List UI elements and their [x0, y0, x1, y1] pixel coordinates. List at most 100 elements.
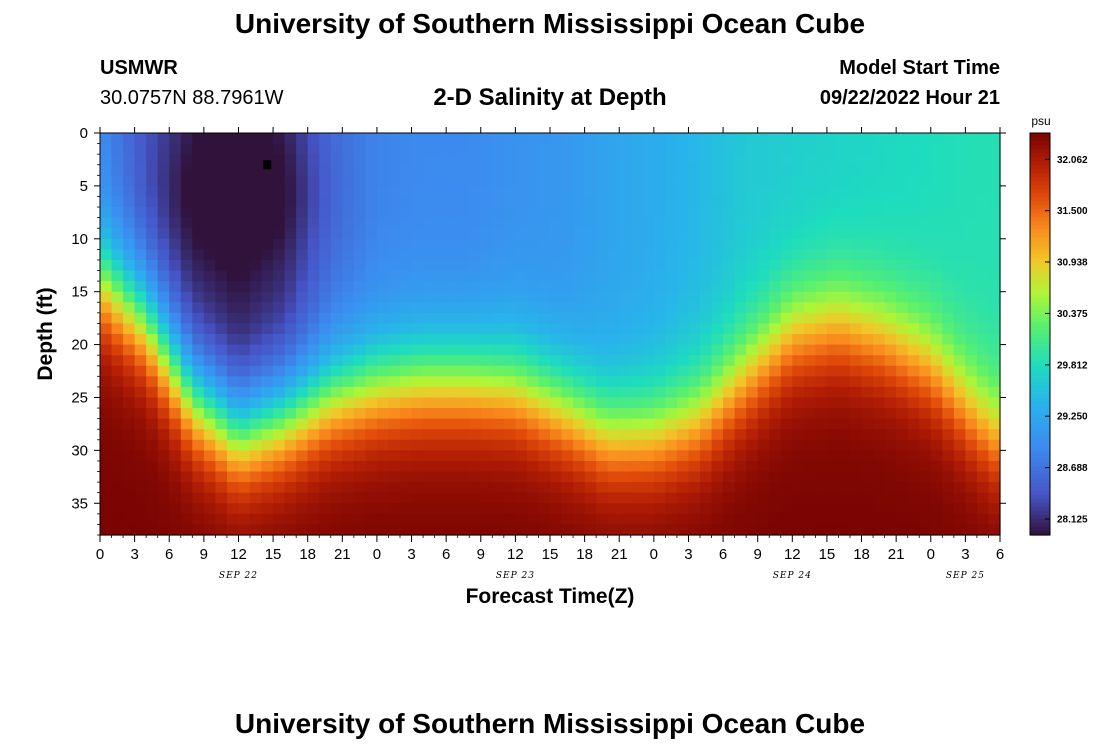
heatmap-cell [423, 154, 436, 166]
heatmap-cell [226, 281, 240, 293]
heatmap-cell [169, 281, 182, 293]
heatmap-cell [907, 503, 920, 515]
heatmap-cell [515, 471, 528, 483]
heatmap-cell [434, 259, 447, 272]
heatmap-cell [976, 524, 990, 536]
heatmap-cell [976, 429, 990, 441]
x-tick-label: 12 [507, 546, 524, 563]
heatmap-cell [619, 524, 632, 536]
heatmap-cell [330, 460, 343, 473]
heatmap-cell [296, 228, 309, 240]
heatmap-cell [365, 439, 378, 451]
heatmap-cell [480, 450, 493, 462]
heatmap-cell [330, 133, 343, 145]
heatmap-cell [376, 238, 390, 250]
heatmap-cell [596, 376, 609, 388]
heatmap-cell [734, 323, 747, 335]
heatmap-cell [284, 164, 297, 176]
heatmap-cell [815, 376, 828, 388]
heatmap-cell [434, 471, 447, 483]
heatmap-cell [884, 386, 897, 399]
heatmap-cell [457, 270, 470, 282]
heatmap-cell [815, 524, 828, 536]
heatmap-cell [342, 418, 355, 430]
heatmap-cell [561, 355, 574, 367]
colorbar-segment [1030, 245, 1050, 251]
heatmap-cell [538, 471, 551, 483]
heatmap-cell [261, 281, 274, 293]
heatmap-cell [111, 143, 124, 155]
heatmap-cell [215, 312, 228, 325]
heatmap-cell [619, 281, 632, 293]
heatmap-cell [180, 323, 193, 335]
heatmap-cell [434, 492, 447, 504]
heatmap-cell [757, 259, 770, 272]
colorbar-segment [1030, 253, 1050, 259]
heatmap-cell [342, 482, 355, 494]
heatmap-cell [203, 196, 216, 208]
heatmap-cell [434, 344, 447, 356]
heatmap-cell [376, 386, 390, 399]
x-axis-title: Forecast Time(Z) [465, 585, 635, 608]
heatmap-cell [873, 524, 886, 536]
colorbar-segment [1030, 189, 1050, 194]
heatmap-cell [261, 154, 274, 166]
colorbar-segment [1030, 197, 1050, 202]
heatmap-cell [515, 460, 528, 473]
heatmap-cell [861, 185, 874, 198]
heatmap-cell [330, 249, 343, 261]
heatmap-cell [250, 524, 263, 536]
heatmap-cell [780, 302, 793, 314]
heatmap-cell [919, 482, 932, 494]
heatmap-cell [330, 418, 343, 430]
heatmap-cell [838, 429, 851, 441]
colorbar-segment [1030, 450, 1050, 456]
heatmap-cell [676, 196, 690, 208]
heatmap-cell [896, 312, 909, 325]
heatmap-cell [619, 471, 632, 483]
heatmap-cell [942, 281, 955, 293]
heatmap-cell [619, 164, 632, 176]
heatmap-cell [503, 408, 516, 420]
heatmap-cell [803, 397, 816, 409]
heatmap-cell [457, 429, 470, 441]
heatmap-cell [803, 503, 816, 515]
heatmap-cell [100, 143, 113, 155]
heatmap-cell [261, 185, 274, 198]
heatmap-cell [942, 344, 955, 356]
heatmap-cell [226, 439, 240, 451]
heatmap-cell [423, 207, 436, 219]
heatmap-cell [907, 334, 920, 346]
heatmap-cell [423, 302, 436, 314]
day-labels: SEP 22 SEP 23 SEP 24 SEP 25 [219, 571, 984, 581]
heatmap-cell [250, 143, 263, 155]
heatmap-cell [284, 450, 297, 462]
heatmap-cell [734, 281, 747, 293]
heatmap-cell [676, 207, 690, 219]
heatmap-cell [561, 207, 574, 219]
colorbar-segment [1030, 213, 1050, 219]
heatmap-cell [584, 164, 597, 176]
heatmap-cell [965, 355, 978, 367]
heatmap-cell [469, 217, 482, 229]
heatmap-cell [192, 492, 205, 504]
heatmap-cell [388, 270, 401, 282]
heatmap-cell [515, 344, 528, 356]
heatmap-cell [388, 154, 401, 166]
colorbar-segment [1030, 506, 1050, 512]
heatmap-cell [815, 133, 828, 145]
heatmap-cell [100, 133, 113, 145]
heatmap-cell [146, 460, 159, 473]
heatmap-cell [803, 207, 816, 219]
heatmap-cell [850, 450, 863, 462]
heatmap-cell [930, 207, 943, 219]
heatmap-cell [423, 143, 436, 155]
heatmap-cell [400, 365, 413, 377]
heatmap-cell [215, 397, 228, 409]
heatmap-cell [734, 524, 747, 536]
heatmap-cell [342, 397, 355, 409]
heatmap-cell [734, 238, 747, 250]
heatmap-cell [365, 503, 378, 515]
heatmap-cell [330, 344, 343, 356]
